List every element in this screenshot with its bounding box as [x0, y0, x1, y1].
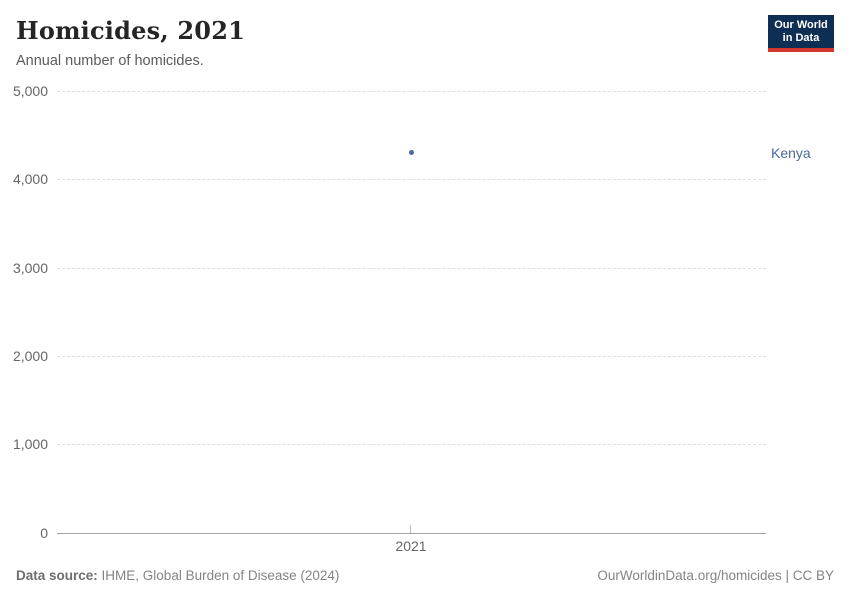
y-axis-tick-label: 1,000 — [12, 436, 48, 453]
x-axis-tick-label: 2021 — [395, 538, 427, 554]
x-axis-tick-mark — [410, 525, 411, 533]
y-gridline — [57, 267, 766, 269]
owid-logo-line1: Our World — [774, 19, 828, 31]
chart-footer: Data source: IHME, Global Burden of Dise… — [0, 568, 850, 583]
attribution-link[interactable]: OurWorldinData.org/homicides | CC BY — [597, 568, 834, 583]
y-axis-tick-label: 2,000 — [12, 347, 48, 364]
data-source-label: Data source: — [16, 568, 98, 583]
x-axis-baseline — [57, 532, 766, 534]
page-title: Homicides, 2021 — [16, 16, 245, 45]
y-axis-tick-label: 4,000 — [12, 171, 48, 188]
entity-label-kenya[interactable]: Kenya — [771, 144, 811, 161]
chart-subtitle: Annual number of homicides. — [16, 53, 204, 69]
y-gridline — [57, 91, 766, 92]
y-gridline — [57, 179, 766, 181]
y-gridline — [57, 444, 766, 446]
data-source-note: Data source: IHME, Global Burden of Dise… — [16, 568, 339, 583]
owid-logo: Our World in Data — [768, 15, 834, 52]
y-axis-tick-label: 0 — [40, 524, 48, 541]
y-gridline — [57, 355, 766, 357]
y-axis-tick-label: 5,000 — [12, 83, 48, 99]
data-point-kenya[interactable] — [408, 150, 414, 156]
owid-logo-line2: in Data — [782, 32, 820, 44]
data-source-value[interactable]: IHME, Global Burden of Disease (2024) — [101, 568, 340, 583]
y-axis-tick-label: 3,000 — [12, 259, 48, 276]
